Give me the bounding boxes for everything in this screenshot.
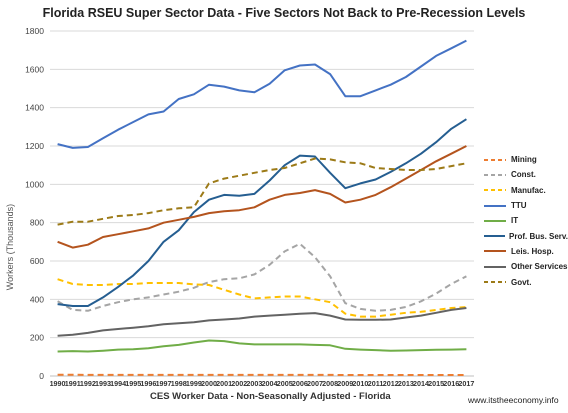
legend-swatch: [484, 219, 506, 222]
x-tick-label: 1992: [80, 379, 96, 388]
legend-item: Prof. Bus. Serv.: [483, 228, 568, 243]
x-tick-label: 1996: [140, 379, 156, 388]
y-tick-label: 0: [39, 371, 44, 381]
legend-item: Const.: [483, 167, 568, 182]
legend-label: Const.: [511, 170, 536, 180]
y-tick-label: 1800: [25, 26, 44, 36]
y-tick-label: 1400: [25, 103, 44, 113]
x-tick-label: 2003: [246, 379, 262, 388]
x-tick-label: 2012: [383, 379, 399, 388]
legend-label: Prof. Bus. Serv.: [509, 231, 568, 241]
series-line-manufac: [57, 278, 467, 318]
x-tick-label: 2017: [458, 379, 474, 388]
x-tick-label: 2010: [352, 379, 368, 388]
y-tick-label: 800: [30, 218, 44, 228]
legend-label: Govt.: [511, 277, 532, 287]
x-tick-label: 2006: [292, 379, 308, 388]
legend-label: IT: [511, 216, 519, 226]
x-tick-label: 2002: [231, 379, 247, 388]
x-tick-label: 1997: [156, 379, 172, 388]
y-tick-label: 1200: [25, 141, 44, 151]
legend-swatch: [484, 250, 506, 253]
legend-swatch: [484, 189, 506, 192]
x-tick-label: 2004: [262, 379, 278, 388]
x-tick-label: 1993: [95, 379, 111, 388]
series-line-it: [57, 339, 467, 353]
chart-legend: Mining Const. Manufac. TTU IT Prof. Bus. Serv…: [483, 152, 568, 290]
y-tick-label: 1600: [25, 64, 44, 74]
y-tick-label: 600: [30, 256, 44, 266]
legend-item: Manufac.: [483, 183, 568, 198]
series-line-govt: [57, 157, 467, 226]
legend-swatch: [484, 235, 506, 238]
legend-swatch: [484, 265, 506, 268]
x-tick-label: 2008: [322, 379, 338, 388]
y-tick-label: 200: [30, 333, 44, 343]
x-tick-label: 1994: [110, 379, 126, 388]
series-line-const: [57, 242, 467, 312]
x-tick-label: 2009: [337, 379, 353, 388]
series-line-leis-hosp: [57, 145, 467, 249]
x-tick-label: 2013: [398, 379, 414, 388]
source-footer: www.itstheeconomy.info: [468, 395, 559, 405]
legend-item: Leis. Hosp.: [483, 244, 568, 259]
y-tick-label: 1000: [25, 179, 44, 189]
x-tick-label: 1999: [186, 379, 202, 388]
legend-item: Govt.: [483, 274, 568, 289]
legend-swatch: [484, 173, 506, 176]
legend-label: Mining: [511, 155, 537, 165]
legend-swatch: [484, 158, 506, 161]
x-tick-label: 2000: [201, 379, 217, 388]
legend-label: Leis. Hosp.: [511, 246, 554, 256]
legend-item: IT: [483, 213, 568, 228]
series-line-prof-bus-serv: [57, 118, 467, 307]
chart-title: Florida RSEU Super Sector Data - Five Se…: [42, 6, 526, 20]
series-line-other-services: [57, 307, 467, 337]
x-tick-label: 2015: [428, 379, 444, 388]
x-tick-label: 2014: [413, 379, 429, 388]
x-axis-title: CES Worker Data - Non-Seasonally Adjuste…: [150, 391, 391, 402]
x-tick-label: 2005: [277, 379, 293, 388]
legend-item: Mining: [483, 152, 568, 167]
y-tick-label: 400: [30, 294, 44, 304]
x-tick-label: 2011: [368, 379, 384, 388]
x-tick-label: 1998: [171, 379, 187, 388]
x-tick-label: 2001: [216, 379, 232, 388]
x-tick-label: 2007: [307, 379, 323, 388]
series-line-ttu: [57, 39, 467, 149]
legend-label: Manufac.: [511, 185, 546, 195]
x-tick-label: 1991: [65, 379, 81, 388]
legend-item: Other Services: [483, 259, 568, 274]
x-tick-label: 2016: [443, 379, 459, 388]
x-tick-label: 1995: [125, 379, 141, 388]
legend-swatch: [484, 281, 506, 284]
legend-label: Other Services: [511, 262, 568, 272]
legend-swatch: [484, 204, 506, 207]
x-tick-label: 1990: [50, 379, 66, 388]
legend-label: TTU: [511, 201, 527, 211]
legend-item: TTU: [483, 198, 568, 213]
